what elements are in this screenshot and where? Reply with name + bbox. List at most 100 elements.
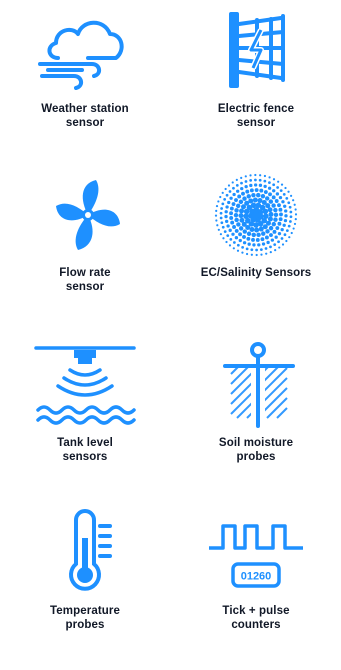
sphere-dot bbox=[225, 205, 229, 209]
sphere-dot bbox=[272, 189, 276, 193]
sphere-dot bbox=[264, 247, 268, 250]
sphere-dot bbox=[283, 204, 287, 208]
sphere-dot bbox=[265, 196, 270, 201]
sphere-dot bbox=[263, 184, 267, 189]
sphere-dot bbox=[217, 200, 220, 203]
sphere-dot bbox=[268, 211, 274, 217]
sphere-dot bbox=[224, 210, 228, 214]
sphere-dot bbox=[248, 221, 255, 227]
sphere-dot bbox=[215, 219, 218, 222]
sphere-dot bbox=[273, 212, 279, 218]
sphere-dot bbox=[284, 186, 287, 190]
sphere-dot bbox=[216, 224, 219, 227]
sphere-dot bbox=[238, 213, 244, 219]
sphere-dot bbox=[269, 251, 272, 254]
sphere-dot bbox=[259, 188, 264, 193]
sphere-dot bbox=[252, 211, 260, 219]
sphere-dot bbox=[272, 178, 276, 181]
sphere-dot bbox=[280, 183, 284, 186]
sphere-dot bbox=[294, 213, 298, 216]
sphere-dot bbox=[274, 199, 279, 203]
sphere-dot bbox=[288, 236, 291, 239]
sphere-dot bbox=[234, 217, 239, 223]
sphere-dot bbox=[268, 176, 271, 179]
sphere-dot bbox=[277, 180, 280, 183]
sphere-dot bbox=[281, 243, 285, 246]
sensor-item-temperature: Temperature probes bbox=[0, 508, 170, 632]
sphere-dot bbox=[235, 184, 239, 187]
thermometer-icon bbox=[69, 509, 112, 591]
sphere-dot bbox=[254, 173, 257, 177]
sphere-dot bbox=[268, 192, 272, 197]
sphere-dot bbox=[261, 217, 268, 224]
sphere-dot bbox=[252, 197, 258, 203]
sphere-dot bbox=[223, 230, 227, 234]
weather-cloud-wind-icon bbox=[38, 20, 124, 90]
sphere-dot bbox=[274, 235, 278, 239]
sensor-label-line2: probes bbox=[65, 619, 105, 631]
sphere-dot bbox=[289, 215, 293, 219]
sensor-label: Flow rate sensor bbox=[59, 266, 110, 294]
sensor-label-line2: sensor bbox=[65, 117, 105, 129]
sphere-dot bbox=[263, 174, 267, 178]
sensor-label-line2: sensor bbox=[236, 117, 276, 129]
electric-fence-icon bbox=[229, 12, 285, 88]
sphere-dot bbox=[258, 178, 262, 182]
sphere-dot bbox=[227, 200, 231, 205]
sphere-dot bbox=[238, 199, 244, 205]
sphere-dot bbox=[246, 204, 253, 211]
sphere-dot bbox=[242, 241, 247, 245]
sphere-dot bbox=[282, 223, 286, 227]
sphere-dot bbox=[246, 231, 252, 236]
sphere-dot bbox=[245, 217, 251, 224]
sphere-dot bbox=[249, 226, 255, 232]
sensor-label-line1: Temperature bbox=[50, 605, 120, 617]
sphere-dot bbox=[290, 194, 293, 197]
sphere-dot bbox=[273, 217, 278, 222]
sphere-dot bbox=[225, 193, 229, 197]
sphere-dot bbox=[285, 229, 289, 232]
sensor-item-tank-level: Tank level sensors bbox=[0, 340, 170, 464]
sphere-dot bbox=[241, 245, 244, 249]
sphere-dot bbox=[244, 185, 248, 189]
sphere-dot bbox=[245, 252, 249, 256]
sensor-label: Tick + pulse counters bbox=[222, 604, 289, 632]
tank-level-icon bbox=[34, 346, 136, 425]
sphere-dot bbox=[272, 229, 277, 234]
sphere-dot bbox=[232, 247, 235, 250]
sphere-dot bbox=[238, 238, 242, 243]
sphere-dot bbox=[258, 226, 264, 232]
sphere-dot bbox=[293, 203, 296, 206]
sphere-dot bbox=[287, 224, 291, 228]
sphere-dot bbox=[221, 225, 225, 229]
sphere-dot bbox=[261, 200, 267, 205]
sphere-dot bbox=[278, 217, 283, 222]
sphere-dot bbox=[221, 191, 224, 194]
sphere-dot bbox=[280, 237, 284, 240]
sensor-item-electric-fence: Electric fence sensor bbox=[171, 6, 341, 130]
sensor-item-weather-station: Weather station sensor bbox=[0, 6, 170, 130]
sphere-dot bbox=[244, 180, 248, 183]
sphere-dot bbox=[273, 207, 278, 213]
sphere-dot bbox=[290, 231, 293, 235]
sensor-item-flow-rate: Flow rate sensor bbox=[0, 170, 170, 294]
sphere-dot bbox=[244, 200, 250, 206]
counter-readout: 01260 bbox=[241, 571, 272, 583]
sphere-dot bbox=[215, 204, 219, 208]
sphere-dot bbox=[259, 174, 262, 177]
sphere-dot bbox=[272, 183, 276, 187]
sensor-label: Temperature probes bbox=[50, 604, 120, 632]
sphere-dot bbox=[282, 192, 286, 196]
sensor-label: Tank level sensors bbox=[57, 436, 113, 464]
sphere-dot bbox=[231, 181, 234, 184]
sphere-dot bbox=[285, 239, 288, 243]
sphere-dot bbox=[264, 235, 269, 240]
sphere-dot bbox=[265, 252, 268, 255]
sphere-dot bbox=[292, 227, 295, 230]
sphere-dot bbox=[273, 243, 277, 246]
sphere-dot bbox=[275, 192, 280, 196]
sensor-label: Weather station sensor bbox=[41, 102, 129, 130]
sphere-dot bbox=[236, 249, 240, 252]
sphere-dot bbox=[214, 214, 218, 217]
sphere-dot bbox=[288, 205, 292, 209]
